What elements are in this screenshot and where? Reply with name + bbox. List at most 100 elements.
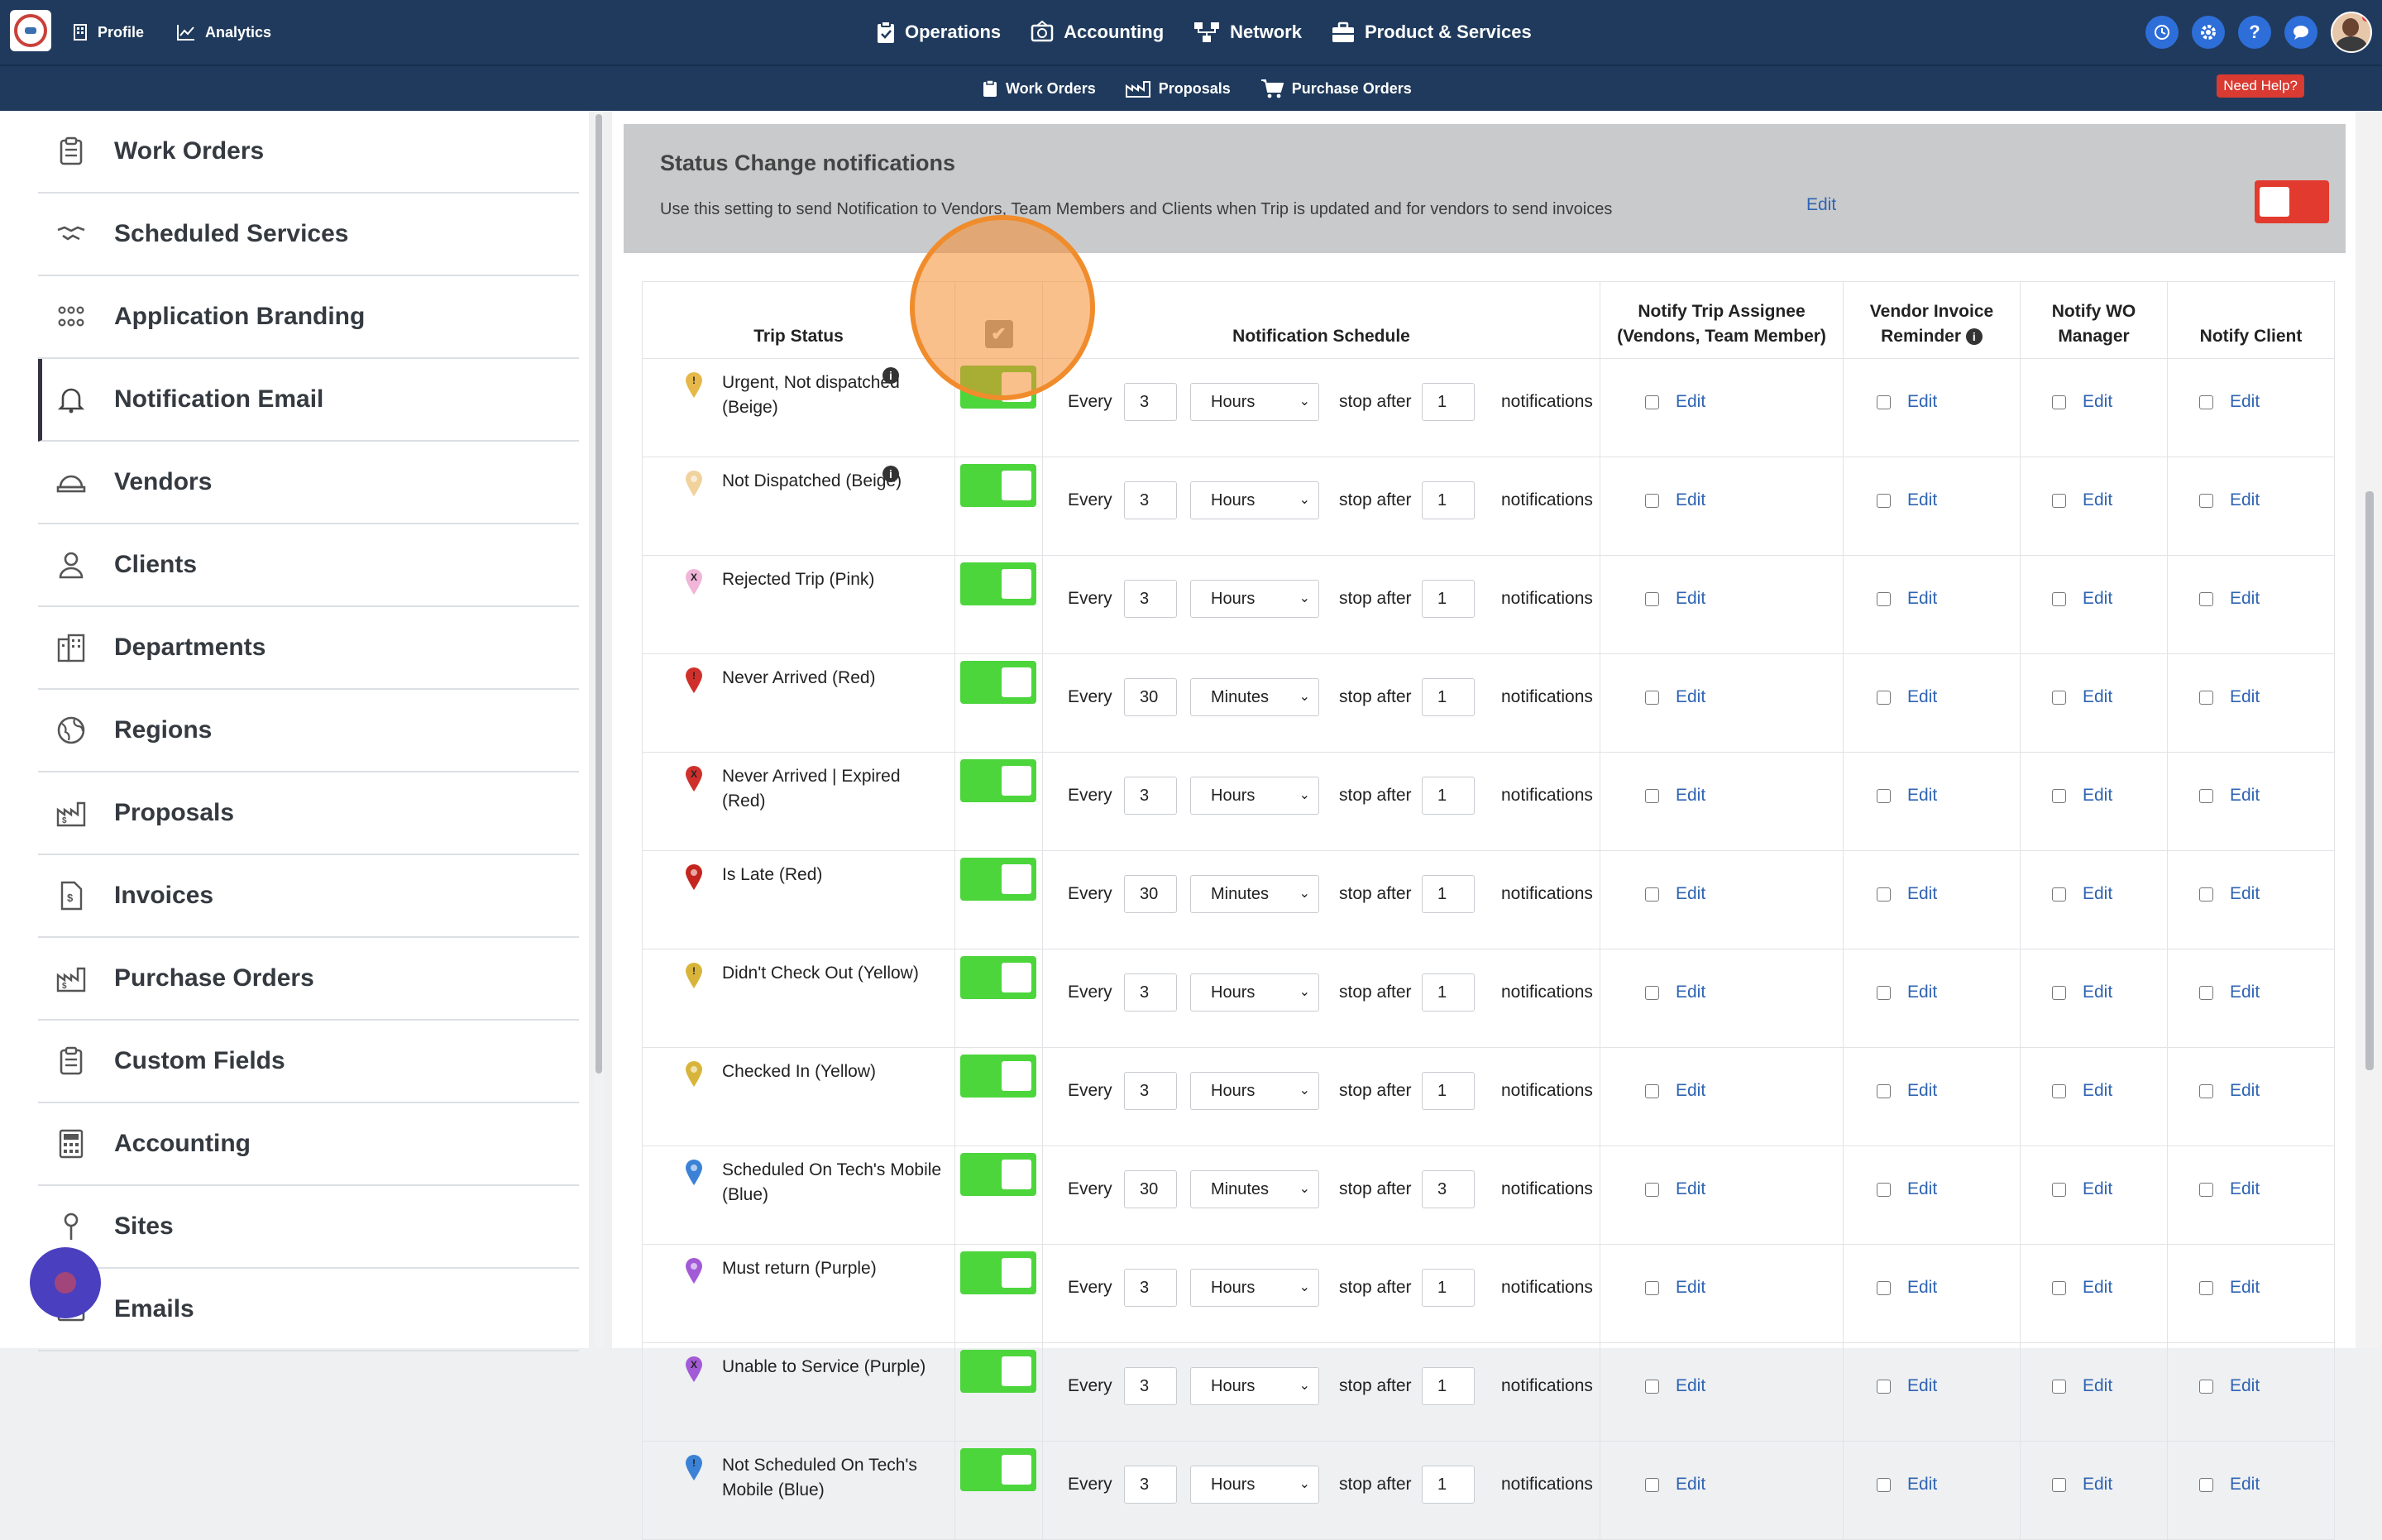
unit-select[interactable]: Hours ⌄ xyxy=(1190,383,1319,421)
every-value-input[interactable]: 3 xyxy=(1124,1269,1177,1307)
every-value-input[interactable]: 3 xyxy=(1124,383,1177,421)
unit-select[interactable]: Minutes ⌄ xyxy=(1190,875,1319,913)
sidebar-item-vendors[interactable]: Vendors xyxy=(38,442,579,524)
every-value-input[interactable]: 3 xyxy=(1124,481,1177,519)
every-value-input[interactable]: 3 xyxy=(1124,1466,1177,1504)
status-change-toggle[interactable] xyxy=(2255,180,2329,223)
unit-select[interactable]: Hours ⌄ xyxy=(1190,580,1319,618)
unit-select[interactable]: Hours ⌄ xyxy=(1190,1269,1319,1307)
sidebar-item-accounting[interactable]: Accounting xyxy=(38,1103,579,1186)
status-enable-toggle[interactable] xyxy=(960,759,1036,802)
notify-client-checkbox[interactable] xyxy=(2199,1477,2213,1492)
vendor-invoice-edit-link[interactable]: Edit xyxy=(1907,983,1938,1002)
notify-assignee-edit-link[interactable]: Edit xyxy=(1676,786,1706,805)
subnav-work-orders[interactable]: Work Orders xyxy=(983,79,1096,98)
notify-wo-edit-link[interactable]: Edit xyxy=(2083,1475,2113,1494)
notify-assignee-checkbox[interactable] xyxy=(1645,1280,1659,1295)
notify-client-edit-link[interactable]: Edit xyxy=(2230,589,2260,608)
status-enable-toggle[interactable] xyxy=(960,1153,1036,1196)
sidebar-item-clients[interactable]: Clients xyxy=(38,524,579,607)
notify-client-checkbox[interactable] xyxy=(2199,1182,2213,1197)
notify-wo-edit-link[interactable]: Edit xyxy=(2083,983,2113,1002)
stop-after-input[interactable]: 3 xyxy=(1422,1170,1475,1208)
notify-assignee-checkbox[interactable] xyxy=(1645,690,1659,705)
select-all-checkbox[interactable]: ✔ xyxy=(984,320,1013,348)
unit-select[interactable]: Minutes ⌄ xyxy=(1190,1170,1319,1208)
notify-assignee-edit-link[interactable]: Edit xyxy=(1676,392,1706,411)
nav-operations[interactable]: Operations xyxy=(877,21,1001,44)
subnav-purchase-orders[interactable]: Purchase Orders xyxy=(1260,79,1412,98)
notify-wo-edit-link[interactable]: Edit xyxy=(2083,392,2113,411)
notify-assignee-edit-link[interactable]: Edit xyxy=(1676,1376,1706,1395)
sidebar-item-notification-email[interactable]: Notification Email xyxy=(38,359,579,442)
notify-client-checkbox[interactable] xyxy=(2199,395,2213,409)
info-icon[interactable]: i xyxy=(882,466,899,482)
vendor-invoice-checkbox[interactable] xyxy=(1877,690,1891,705)
notify-wo-edit-link[interactable]: Edit xyxy=(2083,1081,2113,1100)
notify-wo-checkbox[interactable] xyxy=(2052,887,2066,902)
vendor-invoice-edit-link[interactable]: Edit xyxy=(1907,687,1938,706)
vendor-invoice-edit-link[interactable]: Edit xyxy=(1907,786,1938,805)
status-enable-toggle[interactable] xyxy=(960,1055,1036,1098)
stop-after-input[interactable]: 1 xyxy=(1422,383,1475,421)
app-logo[interactable] xyxy=(10,10,51,51)
notify-wo-checkbox[interactable] xyxy=(2052,1477,2066,1492)
notify-wo-edit-link[interactable]: Edit xyxy=(2083,884,2113,903)
sidebar-item-departments[interactable]: Departments xyxy=(38,607,579,690)
notify-client-edit-link[interactable]: Edit xyxy=(2230,884,2260,903)
status-enable-toggle[interactable] xyxy=(960,858,1036,901)
notify-wo-checkbox[interactable] xyxy=(2052,591,2066,606)
sidebar-item-work-orders[interactable]: Work Orders xyxy=(38,111,579,194)
vendor-invoice-edit-link[interactable]: Edit xyxy=(1907,1475,1938,1494)
nav-products[interactable]: Product & Services xyxy=(1332,22,1532,43)
notify-client-edit-link[interactable]: Edit xyxy=(2230,392,2260,411)
vendor-invoice-checkbox[interactable] xyxy=(1877,887,1891,902)
vendor-invoice-checkbox[interactable] xyxy=(1877,1280,1891,1295)
vendor-invoice-checkbox[interactable] xyxy=(1877,985,1891,1000)
vendor-invoice-edit-link[interactable]: Edit xyxy=(1907,1376,1938,1395)
notify-assignee-checkbox[interactable] xyxy=(1645,493,1659,508)
notify-assignee-checkbox[interactable] xyxy=(1645,887,1659,902)
notify-wo-checkbox[interactable] xyxy=(2052,395,2066,409)
nav-accounting[interactable]: Accounting xyxy=(1031,21,1164,44)
stop-after-input[interactable]: 1 xyxy=(1422,580,1475,618)
stop-after-input[interactable]: 1 xyxy=(1422,1269,1475,1307)
notify-wo-checkbox[interactable] xyxy=(2052,1379,2066,1394)
every-value-input[interactable]: 3 xyxy=(1124,777,1177,815)
vendor-invoice-checkbox[interactable] xyxy=(1877,591,1891,606)
vendor-invoice-checkbox[interactable] xyxy=(1877,788,1891,803)
notify-assignee-checkbox[interactable] xyxy=(1645,1182,1659,1197)
vendor-invoice-edit-link[interactable]: Edit xyxy=(1907,1179,1938,1198)
notify-assignee-edit-link[interactable]: Edit xyxy=(1676,1179,1706,1198)
stop-after-input[interactable]: 1 xyxy=(1422,973,1475,1012)
notify-client-checkbox[interactable] xyxy=(2199,1083,2213,1098)
every-value-input[interactable]: 30 xyxy=(1124,678,1177,716)
chat-widget-button[interactable] xyxy=(30,1247,101,1318)
notify-assignee-checkbox[interactable] xyxy=(1645,591,1659,606)
vendor-invoice-edit-link[interactable]: Edit xyxy=(1907,884,1938,903)
notify-assignee-edit-link[interactable]: Edit xyxy=(1676,983,1706,1002)
notify-client-checkbox[interactable] xyxy=(2199,1379,2213,1394)
sidebar-item-purchase-orders[interactable]: $ Purchase Orders xyxy=(38,938,579,1021)
notify-wo-edit-link[interactable]: Edit xyxy=(2083,687,2113,706)
notify-wo-checkbox[interactable] xyxy=(2052,985,2066,1000)
notify-wo-checkbox[interactable] xyxy=(2052,493,2066,508)
unit-select[interactable]: Minutes ⌄ xyxy=(1190,678,1319,716)
notify-client-checkbox[interactable] xyxy=(2199,887,2213,902)
notify-wo-checkbox[interactable] xyxy=(2052,1083,2066,1098)
nav-network[interactable]: Network xyxy=(1193,22,1302,43)
status-enable-toggle[interactable] xyxy=(960,1251,1036,1294)
subnav-proposals[interactable]: Proposals xyxy=(1125,79,1231,98)
sidebar-item-proposals[interactable]: $ Proposals xyxy=(38,772,579,855)
notify-client-edit-link[interactable]: Edit xyxy=(2230,983,2260,1002)
gear-icon[interactable] xyxy=(2192,16,2225,49)
sidebar-item-invoices[interactable]: $ Invoices xyxy=(38,855,579,938)
notify-wo-edit-link[interactable]: Edit xyxy=(2083,786,2113,805)
notify-client-edit-link[interactable]: Edit xyxy=(2230,1179,2260,1198)
notify-client-checkbox[interactable] xyxy=(2199,493,2213,508)
unit-select[interactable]: Hours ⌄ xyxy=(1190,481,1319,519)
notify-assignee-edit-link[interactable]: Edit xyxy=(1676,1081,1706,1100)
notify-assignee-checkbox[interactable] xyxy=(1645,1379,1659,1394)
notify-wo-edit-link[interactable]: Edit xyxy=(2083,1179,2113,1198)
notify-client-checkbox[interactable] xyxy=(2199,1280,2213,1295)
